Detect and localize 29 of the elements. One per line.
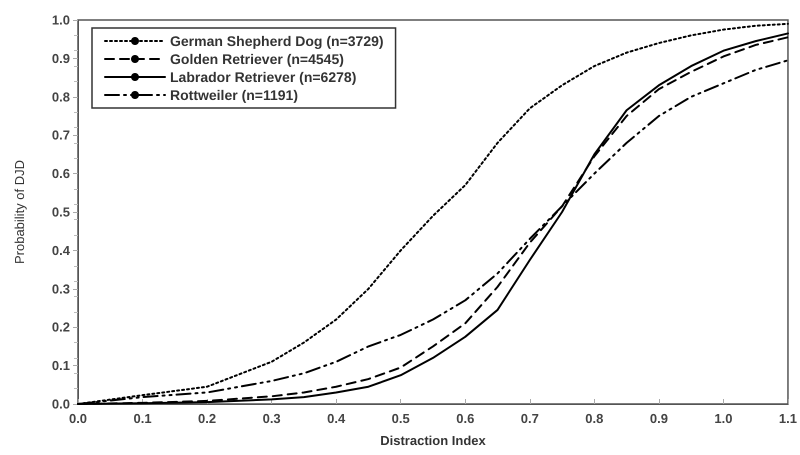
y-tick-label: 0.2 <box>52 320 70 335</box>
y-tick-label: 1.0 <box>52 12 70 28</box>
legend-label: Labrador Retriever (n=6278) <box>170 69 356 85</box>
y-tick-label: 0.7 <box>52 128 70 143</box>
x-tick-label: 0.0 <box>68 411 88 426</box>
x-axis-title: Distraction Index <box>380 433 486 448</box>
y-tick-label: 0.3 <box>52 281 70 296</box>
x-tick-label: 0.7 <box>520 411 539 426</box>
legend-label: Golden Retriever (n=4545) <box>170 51 344 67</box>
x-tick-label: 1.0 <box>714 411 732 426</box>
y-tick-label: 0.0 <box>52 396 70 412</box>
legend-label: Rottweiler (n=1191) <box>170 87 298 103</box>
x-tick-label: 0.6 <box>456 411 474 426</box>
legend-label: German Shepherd Dog (n=3729) <box>170 33 384 49</box>
x-tick-label: 0.1 <box>134 411 152 426</box>
x-tick-label: 0.4 <box>327 411 346 426</box>
y-tick-label: 0.8 <box>52 89 70 104</box>
x-tick-label: 0.8 <box>585 411 604 426</box>
y-tick-label: 0.6 <box>52 166 70 182</box>
y-tick-label: 0.1 <box>52 358 70 374</box>
y-axis-title: Probability of DJD <box>12 160 27 264</box>
y-tick-label: 0.5 <box>52 204 70 220</box>
x-tick-label: 0.2 <box>198 411 216 426</box>
y-tick-label: 0.9 <box>52 50 70 66</box>
y-tick-label: 0.4 <box>52 242 71 258</box>
x-tick-label: 0.5 <box>392 411 410 426</box>
x-tick-label: 1.1 <box>778 411 798 426</box>
x-tick-label: 0.9 <box>650 411 668 426</box>
x-tick-label: 0.3 <box>262 411 281 426</box>
